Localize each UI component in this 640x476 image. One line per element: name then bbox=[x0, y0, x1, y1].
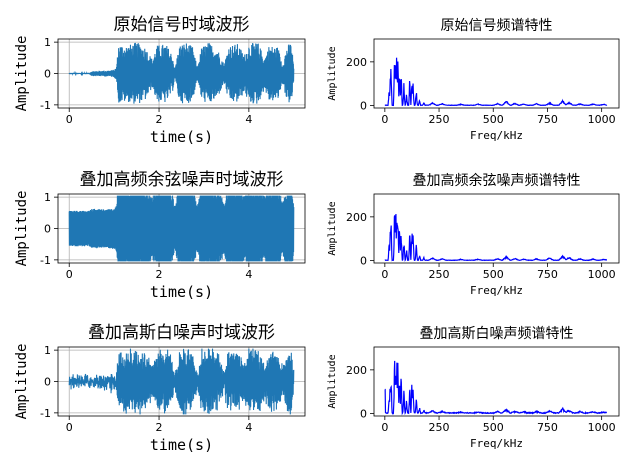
x-tick-label: 1000 bbox=[588, 268, 616, 281]
panel-time-2: 0 2 4 -1 0 1 叠加高频余弦噪声时域波形 time(s) Amplitude bbox=[14, 170, 306, 301]
x-axis-label: time(s) bbox=[150, 283, 213, 301]
x-tick-label: 500 bbox=[483, 113, 504, 126]
y-tick-label: 0 bbox=[44, 68, 51, 81]
x-tick-label: 250 bbox=[429, 268, 450, 281]
x-tick-label: 1000 bbox=[588, 421, 616, 434]
chart-title: 原始信号时域波形 bbox=[114, 15, 250, 35]
panel-freq-1: 0 250 500 750 1000 0 200 原始信号频谱特性 Freq/kHz Amplit… bbox=[327, 18, 620, 142]
x-axis-label: Freq/kHz bbox=[470, 437, 523, 450]
x-tick-label: 0 bbox=[66, 113, 73, 126]
y-tick-label: 1 bbox=[44, 344, 51, 357]
y-axis-label: Amplitude bbox=[14, 36, 30, 112]
spectrum-series bbox=[384, 360, 607, 416]
spectrum-series bbox=[384, 57, 608, 107]
x-tick-label: 250 bbox=[429, 421, 450, 434]
y-axis-label: Amplitude bbox=[14, 344, 30, 420]
chart-title: 叠加高频余弦噪声时域波形 bbox=[80, 170, 284, 190]
y-tick-label: 0 bbox=[360, 407, 367, 420]
chart-title: 原始信号频谱特性 bbox=[441, 18, 553, 34]
panel-freq-3: 0 250 500 750 1000 0 200 叠加高斯白噪声频谱特性 Freq/kHz Amp… bbox=[327, 325, 620, 450]
x-axis-label: Freq/kHz bbox=[470, 284, 523, 297]
x-tick-label: 1000 bbox=[588, 113, 616, 126]
axes-frame bbox=[373, 346, 620, 417]
axes-background bbox=[374, 39, 619, 108]
x-tick-label: 500 bbox=[483, 268, 504, 281]
x-tick-label: 500 bbox=[483, 421, 504, 434]
x-tick-label: 2 bbox=[156, 113, 163, 126]
x-tick-label: 2 bbox=[156, 268, 163, 281]
y-tick-label: 0 bbox=[360, 254, 367, 267]
y-tick-label: -1 bbox=[40, 99, 51, 112]
waveform-series bbox=[68, 348, 295, 415]
x-tick-label: 250 bbox=[429, 113, 450, 126]
chart-title: 叠加高斯白噪声时域波形 bbox=[88, 323, 275, 343]
x-axis-label: time(s) bbox=[150, 128, 213, 146]
x-tick-label: 4 bbox=[245, 421, 252, 434]
spectrum-series bbox=[384, 213, 608, 262]
x-tick-label: 0 bbox=[381, 421, 388, 434]
x-axis-label: Freq/kHz bbox=[470, 129, 523, 142]
x-axis-label: time(s) bbox=[150, 436, 213, 454]
y-tick-label: 1 bbox=[44, 191, 51, 204]
y-tick-label: 200 bbox=[346, 364, 367, 377]
axes-background bbox=[374, 194, 619, 263]
waveform-series bbox=[68, 42, 295, 104]
panel-time-1: 0 2 4 -1 0 1 原始信号时域波形 time(s) Amplitude bbox=[14, 15, 306, 146]
y-axis-label: Amplitude bbox=[327, 46, 338, 100]
y-tick-label: 0 bbox=[360, 99, 367, 112]
y-axis-label: Amplitude bbox=[327, 354, 338, 408]
x-tick-label: 0 bbox=[381, 113, 388, 126]
x-tick-label: 750 bbox=[537, 113, 558, 126]
panel-freq-2: 0 250 500 750 1000 0 200 叠加高频余弦噪声频谱特性 Freq/kHz Am… bbox=[327, 172, 620, 297]
axes-frame bbox=[373, 38, 620, 109]
x-tick-label: 750 bbox=[537, 421, 558, 434]
y-tick-label: 200 bbox=[346, 56, 367, 69]
axes-frame bbox=[373, 193, 620, 264]
axes-background bbox=[374, 347, 619, 416]
chart-title: 叠加高频余弦噪声频谱特性 bbox=[413, 172, 581, 189]
x-tick-label: 0 bbox=[66, 268, 73, 281]
waveform-series bbox=[68, 195, 295, 262]
x-tick-label: 0 bbox=[381, 268, 388, 281]
y-tick-label: -1 bbox=[40, 407, 51, 420]
y-tick-label: 0 bbox=[44, 223, 51, 236]
y-tick-label: -1 bbox=[40, 254, 51, 267]
y-axis-label: Amplitude bbox=[327, 201, 338, 255]
y-tick-label: 200 bbox=[346, 211, 367, 224]
chart-title: 叠加高斯白噪声频谱特性 bbox=[420, 325, 574, 342]
x-tick-label: 0 bbox=[66, 421, 73, 434]
y-axis-label: Amplitude bbox=[14, 191, 30, 267]
y-tick-label: 0 bbox=[44, 376, 51, 389]
x-tick-label: 2 bbox=[156, 421, 163, 434]
x-tick-label: 4 bbox=[245, 113, 252, 126]
x-tick-label: 4 bbox=[245, 268, 252, 281]
y-tick-label: 1 bbox=[44, 36, 51, 49]
panel-time-3: 0 2 4 -1 0 1 叠加高斯白噪声时域波形 time(s) Amplitude bbox=[14, 323, 306, 454]
x-tick-label: 750 bbox=[537, 268, 558, 281]
